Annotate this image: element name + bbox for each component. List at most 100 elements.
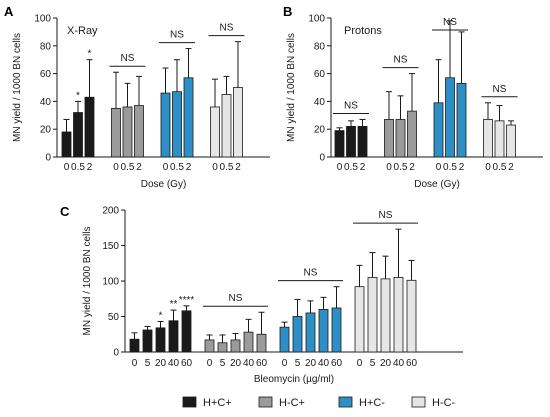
x-tick-label: 5 — [295, 358, 301, 369]
bar — [456, 82, 467, 158]
y-tick-label: 50 — [108, 312, 120, 323]
x-tick-label: 0 — [357, 358, 363, 369]
y-tick-label: 100 — [102, 277, 119, 288]
bar — [305, 312, 316, 353]
legend-label: H-C+ — [279, 397, 305, 409]
bar — [134, 105, 144, 158]
x-tick-label: 0 — [132, 358, 138, 369]
y-tick-label: 0 — [113, 348, 119, 359]
y-axis-label: MN yield / 1000 BN cells — [12, 33, 23, 142]
ns-label: NS — [170, 30, 184, 41]
bar — [217, 342, 228, 353]
bar — [407, 110, 417, 158]
y-tick-label: 150 — [102, 241, 119, 252]
bar — [393, 277, 404, 353]
y-axis-label: MN yield / 1000 BN cells — [286, 33, 297, 142]
ns-label: NS — [304, 268, 318, 279]
bar — [181, 310, 192, 353]
x-tick-label: 0 — [207, 358, 213, 369]
x-tick-label: 60 — [181, 358, 193, 369]
y-tick-label: 80 — [40, 41, 52, 52]
y-tick-label: 40 — [40, 97, 52, 108]
x-tick-label: 0 — [485, 162, 491, 173]
x-tick-label: 0 — [386, 162, 392, 173]
x-tick-label: 2 — [409, 162, 415, 173]
bar — [111, 107, 121, 158]
y-tick-label: 60 — [40, 69, 52, 80]
bar — [433, 102, 444, 158]
bar — [346, 126, 356, 158]
bar — [233, 87, 243, 158]
chart-title: Protons — [344, 25, 382, 37]
x-tick-label: 0 — [163, 162, 169, 173]
x-tick-label: 0.5 — [170, 162, 184, 173]
x-tick-label: 2 — [508, 162, 514, 173]
significance-label: ** — [170, 299, 178, 310]
bar — [395, 119, 406, 158]
x-tick-label: 2 — [235, 162, 241, 173]
bar — [61, 131, 72, 158]
y-tick-label: 60 — [314, 69, 326, 80]
ns-label: NS — [229, 293, 243, 304]
x-tick-label: 5 — [370, 358, 376, 369]
ns-label: NS — [220, 23, 234, 34]
x-tick-label: 2 — [136, 162, 142, 173]
bar — [279, 326, 290, 353]
y-tick-label: 80 — [314, 41, 326, 52]
bar — [155, 327, 166, 353]
x-tick-label: 20 — [305, 358, 317, 369]
bar — [230, 339, 241, 353]
bar — [367, 277, 378, 353]
bar — [406, 279, 417, 353]
x-tick-label: 20 — [230, 358, 242, 369]
legend: H+C+ H-C+ H+C- H-C- — [182, 396, 456, 409]
x-tick-label: 40 — [318, 358, 330, 369]
legend-label: H-C- — [432, 397, 456, 409]
x-axis-label: Dose (Gy) — [414, 179, 460, 190]
x-tick-label: 40 — [168, 358, 180, 369]
y-tick-label: 20 — [40, 125, 52, 136]
x-tick-label: 0 — [337, 162, 343, 173]
x-tick-label: 0.5 — [344, 162, 358, 173]
x-tick-label: 2 — [87, 162, 93, 173]
bar — [210, 106, 220, 158]
x-tick-label: 2 — [186, 162, 192, 173]
x-axis-label: Bleomycin (µg/ml) — [254, 374, 334, 385]
bar — [483, 119, 493, 158]
legend-swatch — [338, 396, 353, 408]
ns-label: NS — [121, 53, 135, 64]
chart-title: X-Ray — [67, 25, 98, 37]
y-tick-label: 40 — [314, 97, 326, 108]
legend-label: H+C- — [359, 397, 385, 409]
ns-label: NS — [443, 17, 457, 28]
legend-swatch — [411, 396, 426, 408]
bar — [318, 308, 329, 353]
significance-label: * — [76, 90, 80, 101]
bar — [380, 278, 391, 353]
x-tick-label: 0.5 — [443, 162, 457, 173]
bar — [142, 329, 153, 353]
y-tick-label: 200 — [102, 206, 119, 217]
bar — [122, 106, 133, 158]
x-tick-label: 0.5 — [71, 162, 85, 173]
bar — [384, 119, 394, 158]
legend-swatch — [182, 396, 197, 408]
bar — [292, 316, 303, 353]
x-tick-label: 2 — [459, 162, 465, 173]
legend-label: H+C+ — [203, 397, 232, 409]
x-tick-label: 20 — [155, 358, 167, 369]
x-tick-label: 40 — [393, 358, 405, 369]
x-tick-label: 0 — [212, 162, 218, 173]
ns-label: NS — [493, 84, 507, 95]
bar — [334, 130, 345, 158]
x-tick-label: 2 — [360, 162, 366, 173]
ns-label: NS — [379, 210, 393, 221]
y-axis-label: MN yield / 1000 BN cells — [82, 227, 93, 336]
significance-label: * — [159, 310, 163, 321]
x-tick-label: 0.5 — [394, 162, 408, 173]
bar — [168, 320, 179, 353]
bar — [160, 92, 171, 158]
ns-label: NS — [394, 55, 408, 66]
